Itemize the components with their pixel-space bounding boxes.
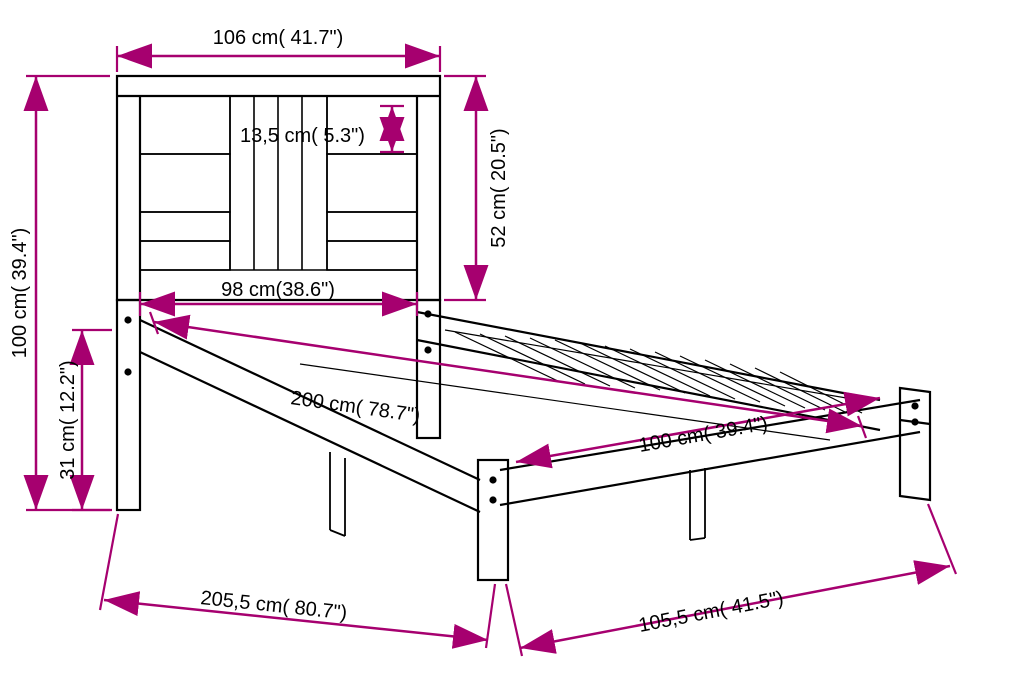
label-panel-height: 13,5 cm( 5.3") bbox=[240, 125, 365, 147]
label-total-width: 105,5 cm( 41.5") bbox=[637, 587, 786, 637]
label-total-height: 100 cm( 39.4") bbox=[9, 228, 31, 359]
bed-dimension-diagram: 106 cm( 41.7") 13,5 cm( 5.3") 98 cm(38.6… bbox=[0, 0, 1013, 696]
label-headboard-height: 52 cm( 20.5") bbox=[488, 128, 510, 247]
label-leg-height: 31 cm( 12.2") bbox=[57, 360, 79, 479]
label-head-inner-width: 98 cm(38.6") bbox=[221, 279, 335, 301]
bed-outline bbox=[117, 76, 930, 580]
dimension-labels: 106 cm( 41.7") 13,5 cm( 5.3") 98 cm(38.6… bbox=[9, 27, 785, 637]
label-top-width: 106 cm( 41.7") bbox=[213, 27, 344, 49]
label-inner-width: 100 cm( 39.4") bbox=[637, 413, 769, 457]
